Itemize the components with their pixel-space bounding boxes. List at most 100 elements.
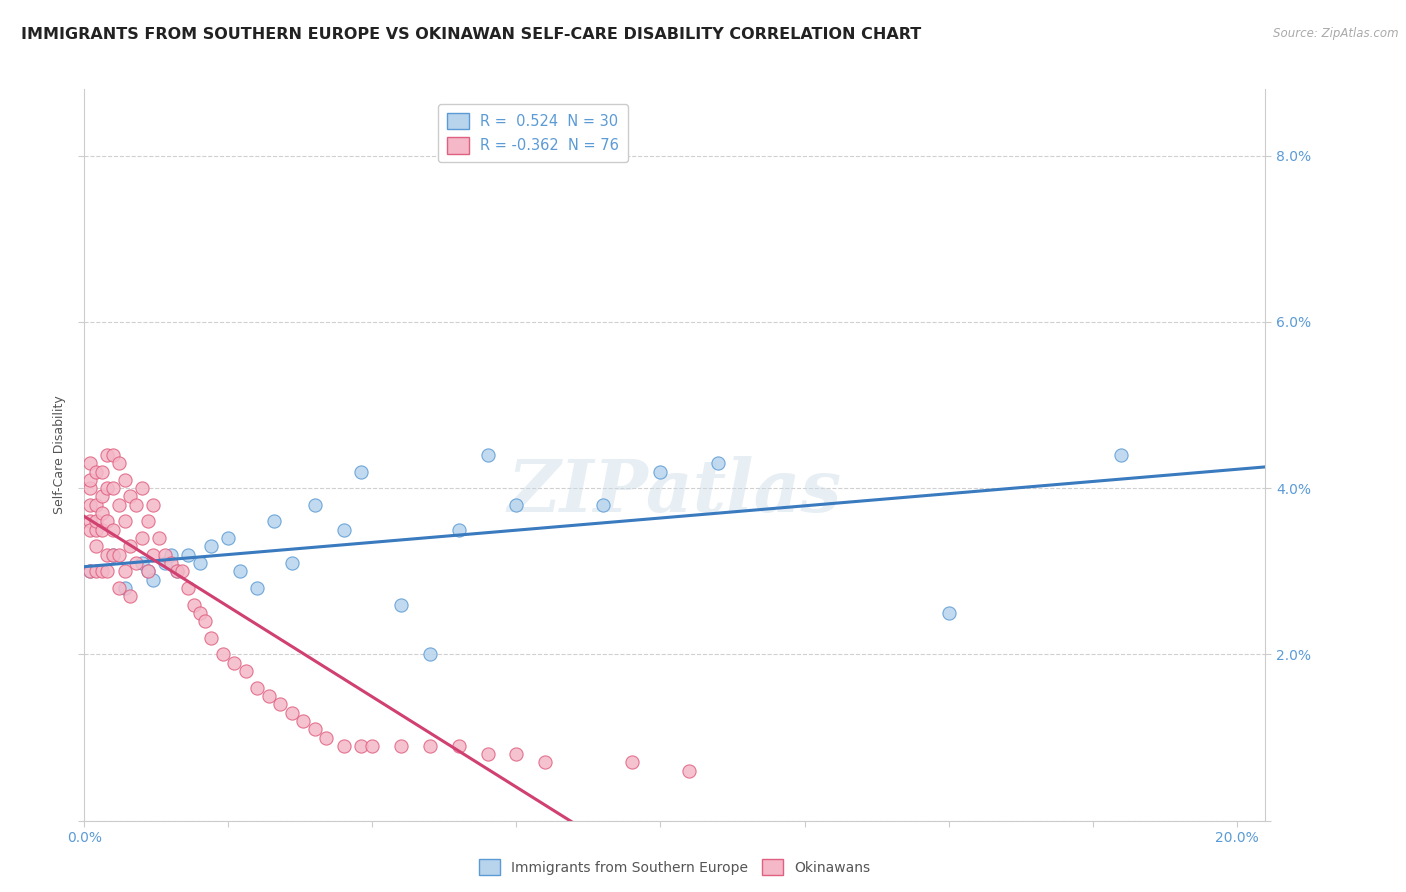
Point (246, 581, 269, 595)
Point (84, 515, 107, 529)
Point (172, 564, 194, 578)
Point (361, 739, 384, 753)
Point (96, 564, 118, 578)
Point (153, 556, 176, 570)
Point (166, 564, 188, 578)
Point (84, 523, 107, 537)
Point (136, 564, 159, 578)
Text: IMMIGRANTS FROM SOUTHERN EUROPE VS OKINAWAN SELF-CARE DISABILITY CORRELATION CHA: IMMIGRANTS FROM SOUTHERN EUROPE VS OKINA… (21, 27, 921, 42)
Point (159, 556, 181, 570)
Point (79, 473, 101, 487)
Point (84, 564, 107, 578)
Point (79, 481, 101, 495)
Point (101, 481, 124, 495)
Point (350, 739, 373, 753)
Point (447, 523, 470, 537)
Point (183, 598, 205, 612)
Point (332, 739, 354, 753)
Point (620, 756, 643, 770)
Point (90, 490, 112, 504)
Point (263, 515, 285, 529)
Point (177, 548, 200, 562)
Point (114, 581, 136, 595)
Point (534, 756, 557, 770)
Text: Source: ZipAtlas.com: Source: ZipAtlas.com (1274, 27, 1399, 40)
Point (84, 539, 107, 553)
Point (142, 498, 165, 512)
Point (96, 448, 118, 462)
Point (142, 573, 165, 587)
Point (281, 556, 304, 570)
Point (125, 556, 148, 570)
Point (108, 498, 131, 512)
Point (131, 481, 153, 495)
Point (120, 490, 142, 504)
Point (389, 598, 412, 612)
Point (332, 523, 354, 537)
Point (200, 631, 222, 645)
Point (159, 548, 181, 562)
Point (136, 564, 159, 578)
Point (166, 564, 188, 578)
Point (90, 465, 112, 479)
Point (84, 465, 107, 479)
Point (477, 448, 499, 462)
Point (224, 656, 246, 670)
Point (108, 456, 131, 470)
Point (96, 548, 118, 562)
Point (108, 548, 131, 562)
Point (678, 764, 700, 778)
Point (281, 706, 304, 720)
Point (125, 498, 148, 512)
Point (938, 606, 960, 620)
Point (389, 739, 412, 753)
Point (90, 564, 112, 578)
Text: ZIPatlas: ZIPatlas (508, 456, 842, 527)
Point (79, 523, 101, 537)
Point (707, 456, 730, 470)
Legend: Immigrants from Southern Europe, Okinawans: Immigrants from Southern Europe, Okinawa… (474, 854, 876, 880)
Point (592, 498, 614, 512)
Point (188, 606, 211, 620)
Point (350, 465, 373, 479)
Point (211, 648, 233, 662)
Y-axis label: Self-Care Disability: Self-Care Disability (52, 395, 66, 515)
Point (477, 747, 499, 761)
Point (84, 498, 107, 512)
Point (136, 515, 159, 529)
Point (153, 548, 176, 562)
Legend: R =  0.524  N = 30, R = -0.362  N = 76: R = 0.524 N = 30, R = -0.362 N = 76 (439, 103, 628, 162)
Point (292, 714, 315, 728)
Point (246, 681, 269, 695)
Point (120, 589, 142, 603)
Point (101, 548, 124, 562)
Point (90, 523, 112, 537)
Point (200, 539, 222, 553)
Point (131, 556, 153, 570)
Point (419, 739, 441, 753)
Point (257, 689, 280, 703)
Point (96, 481, 118, 495)
Point (229, 564, 252, 578)
Point (188, 556, 211, 570)
Point (120, 539, 142, 553)
Point (142, 548, 165, 562)
Point (114, 515, 136, 529)
Point (419, 648, 441, 662)
Point (101, 448, 124, 462)
Point (90, 506, 112, 520)
Point (1111, 448, 1133, 462)
Point (447, 739, 470, 753)
Point (177, 581, 200, 595)
Point (315, 731, 337, 745)
Point (114, 473, 136, 487)
Point (101, 548, 124, 562)
Point (79, 515, 101, 529)
Point (304, 723, 326, 737)
Point (269, 698, 291, 712)
Point (79, 498, 101, 512)
Point (96, 515, 118, 529)
Point (217, 531, 239, 545)
Point (79, 564, 101, 578)
Point (194, 614, 217, 628)
